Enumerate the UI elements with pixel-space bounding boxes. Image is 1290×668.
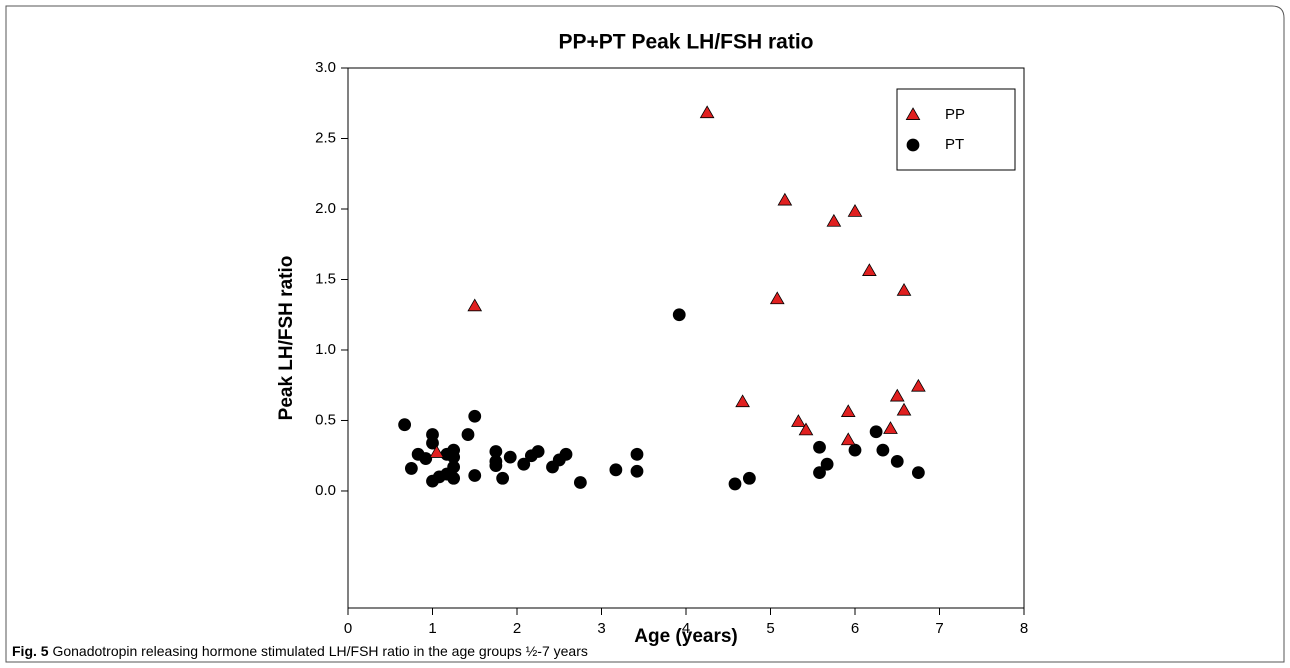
circle-marker (404, 462, 418, 475)
triangle-marker (840, 404, 856, 417)
triangle-marker (889, 388, 905, 402)
chart-title: PP+PT Peak LH/FSH ratio (559, 31, 814, 54)
circle-marker (672, 308, 686, 322)
caption: Fig. 5 Gonadotropin releasing hormone st… (12, 643, 588, 659)
circle-marker (630, 447, 644, 461)
caption-label: Fig. 5 (12, 643, 49, 659)
x-tick-label: 0 (344, 620, 352, 637)
caption-text: Gonadotropin releasing hormone stimulate… (52, 643, 587, 659)
circle-marker (813, 440, 826, 454)
triangle-marker (769, 291, 785, 305)
legend-label: PT (945, 136, 964, 153)
circle-marker (848, 443, 862, 457)
x-tick-label: 5 (766, 620, 774, 637)
circle-marker (517, 457, 531, 471)
circle-marker (742, 471, 756, 485)
circle-marker (496, 471, 510, 485)
triangle-marker (429, 445, 445, 458)
triangle-marker (862, 263, 877, 276)
y-tick-label: 2.5 (315, 129, 336, 146)
legend-label: PP (945, 106, 965, 123)
legend-marker (906, 138, 920, 152)
circle-marker (447, 460, 461, 474)
triangle-marker (883, 421, 898, 434)
triangle-marker (699, 105, 715, 119)
x-tick-label: 6 (851, 620, 859, 637)
x-axis-label: Age (years) (634, 626, 738, 647)
circle-marker (876, 443, 890, 457)
x-tick-label: 4 (682, 620, 690, 637)
circle-marker (531, 445, 545, 458)
figure-frame (5, 5, 1285, 663)
circle-marker (419, 452, 433, 465)
circle-marker (398, 418, 412, 432)
x-tick-label: 3 (597, 620, 605, 637)
circle-marker (468, 469, 482, 482)
circle-marker (559, 447, 573, 461)
circle-marker (489, 459, 503, 472)
x-tick-label: 8 (1020, 620, 1028, 637)
triangle-marker (911, 378, 926, 392)
triangle-marker (791, 414, 806, 427)
y-tick-label: 0.5 (315, 411, 336, 428)
y-tick-label: 2.0 (315, 200, 336, 217)
triangle-marker (896, 402, 912, 416)
circle-marker (461, 428, 475, 441)
triangle-marker (896, 282, 912, 296)
y-tick-label: 0.0 (315, 482, 336, 499)
y-tick-label: 1.5 (315, 270, 336, 287)
circle-marker (890, 454, 904, 468)
x-tick-label: 1 (428, 620, 436, 637)
x-tick-label: 2 (513, 620, 521, 637)
x-tick-label: 7 (935, 620, 943, 637)
triangle-marker (798, 422, 814, 436)
circle-marker (468, 409, 482, 423)
triangle-marker (467, 298, 483, 312)
circle-marker (820, 457, 834, 471)
triangle-marker (840, 432, 856, 446)
circle-marker (911, 466, 925, 480)
legend-box (896, 88, 1016, 171)
circle-marker (503, 450, 517, 464)
circle-marker (869, 425, 883, 439)
triangle-marker (777, 192, 793, 206)
circle-marker (728, 477, 742, 491)
circle-marker (573, 476, 587, 489)
triangle-marker (847, 204, 863, 217)
y-tick-label: 1.0 (315, 341, 336, 358)
circle-marker (426, 436, 439, 450)
triangle-marker (735, 394, 750, 408)
y-tick-label: 3.0 (315, 59, 336, 76)
circle-marker (630, 464, 644, 478)
circle-marker (813, 466, 826, 480)
triangle-marker (826, 213, 842, 227)
y-axis-label: Peak LH/FSH ratio (276, 256, 297, 421)
circle-marker (609, 463, 623, 477)
circle-marker (447, 471, 461, 485)
legend-marker (905, 107, 921, 120)
